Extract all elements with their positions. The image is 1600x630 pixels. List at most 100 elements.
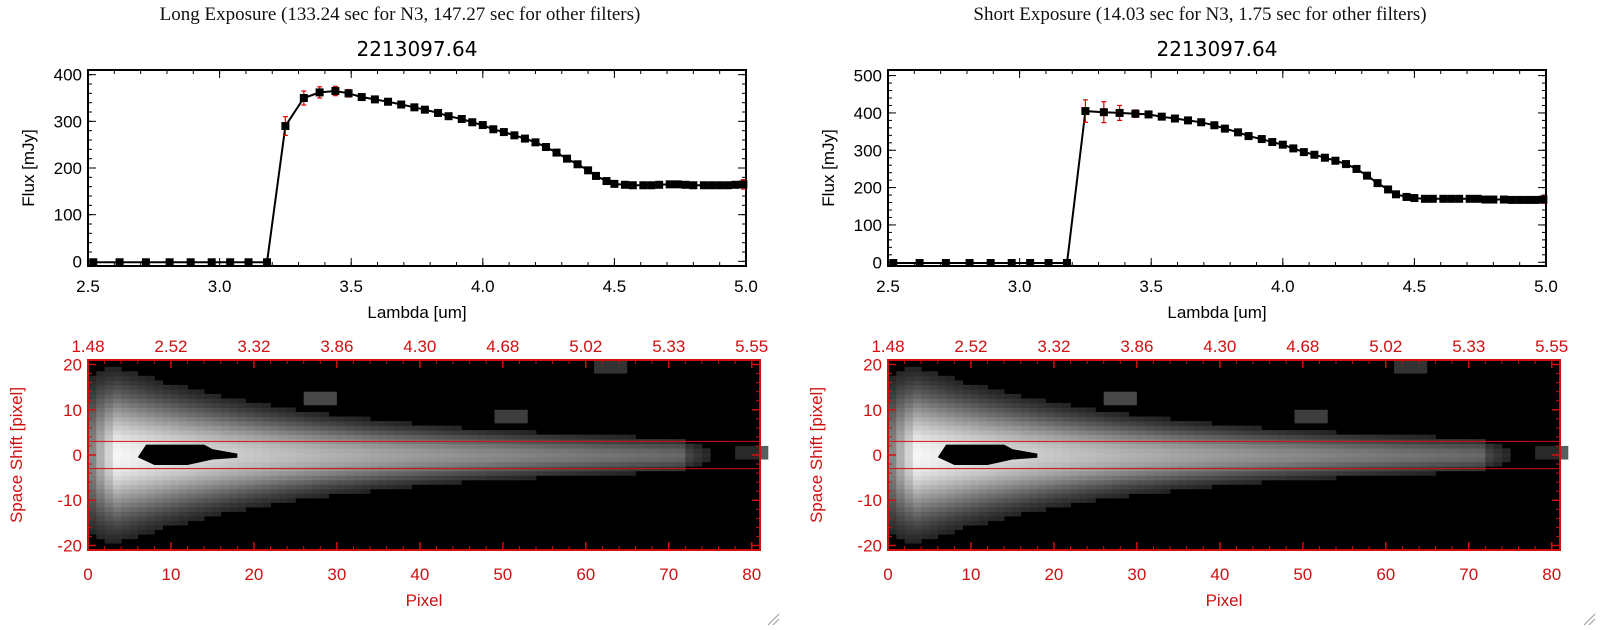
image-pixel <box>1070 430 1080 436</box>
image-pixel <box>1029 416 1038 422</box>
image-pixel <box>386 470 396 476</box>
image-pixel <box>411 475 421 481</box>
image-pixel <box>1120 430 1129 436</box>
image-pixel <box>1062 430 1071 436</box>
image-pixel <box>262 416 271 422</box>
image-pixel <box>685 452 695 458</box>
image-pixel <box>204 470 213 476</box>
image-pixel <box>1286 430 1295 436</box>
image-pixel <box>1020 475 1030 481</box>
image-pixel <box>1029 430 1038 436</box>
image-pixel <box>912 448 922 454</box>
image-pixel <box>104 425 114 431</box>
image-pixel <box>1128 457 1138 463</box>
image-pixel <box>970 425 980 431</box>
image-pixel <box>312 484 321 490</box>
image-pixel <box>987 475 997 481</box>
image-pixel <box>170 384 180 390</box>
image-pixel <box>970 434 980 440</box>
image-pixel <box>1186 430 1196 436</box>
image-pixel <box>896 479 905 485</box>
image-pixel <box>552 443 562 449</box>
data-point <box>1044 259 1053 268</box>
image-pixel <box>610 434 620 440</box>
resize-grip-icon[interactable] <box>1582 612 1596 626</box>
image-pixel <box>345 416 354 422</box>
image-pixel <box>1128 470 1138 476</box>
image-pixel <box>229 475 238 481</box>
image-pixel <box>660 457 670 463</box>
image-pixel <box>979 407 988 413</box>
image-pixel <box>1302 452 1312 458</box>
image-pixel <box>1020 430 1030 436</box>
image-pixel <box>527 457 537 463</box>
image-pixel <box>336 421 346 426</box>
data-point <box>965 259 974 268</box>
image-pixel <box>287 421 296 426</box>
image-pixel <box>1443 457 1453 463</box>
image-pixel <box>104 457 114 463</box>
image-pixel <box>220 421 230 426</box>
image-pixel <box>162 497 172 503</box>
image-pixel <box>1170 434 1179 440</box>
image-pixel <box>170 488 180 494</box>
image-pixel <box>179 475 188 481</box>
image-pixel <box>1145 448 1154 454</box>
image-pixel <box>693 448 703 454</box>
spectrum-frame <box>887 69 1547 267</box>
image-pixel <box>921 398 930 404</box>
image-pixel <box>112 389 122 395</box>
image-pixel <box>287 412 296 417</box>
image-pixel <box>511 457 520 463</box>
image-pixel <box>419 461 429 467</box>
image-pixel <box>1360 457 1370 463</box>
image-pixel <box>96 534 105 540</box>
image-pixel <box>627 443 636 449</box>
image-pixel <box>995 425 1005 431</box>
image-pixel <box>937 421 947 426</box>
data-point <box>1157 112 1166 121</box>
data-point <box>1131 109 1140 118</box>
image-pixel <box>954 389 964 395</box>
image-pixel <box>929 380 939 386</box>
resize-grip-icon[interactable] <box>766 612 780 626</box>
image-pixel <box>146 511 155 517</box>
image-pixel <box>1377 443 1387 449</box>
top-tick-label: 5.33 <box>652 337 685 356</box>
image-pixel <box>896 412 905 417</box>
image-pixel <box>88 384 97 390</box>
image-pixel <box>494 448 504 454</box>
image-pixel <box>1170 425 1179 431</box>
image-pixel <box>643 457 653 463</box>
top-tick-label: 3.86 <box>320 337 353 356</box>
image-pixel <box>1128 484 1138 490</box>
image-pixel <box>129 488 139 494</box>
image-pixel <box>970 398 980 404</box>
image-pixel <box>129 448 139 454</box>
image-pixel <box>904 534 914 540</box>
data-point <box>115 258 124 267</box>
image-blob <box>494 409 528 424</box>
image-pixel <box>1194 461 1204 467</box>
long-exposure-panel: Long Exposure (133.24 sec for N3, 147.27… <box>7 4 769 610</box>
image-pixel <box>170 421 180 426</box>
image-pixel <box>946 488 955 494</box>
image-pixel <box>295 434 305 440</box>
image-pixel <box>1161 479 1171 485</box>
image-pixel <box>270 434 280 440</box>
image-pixel <box>162 402 172 408</box>
image-pixel <box>888 416 897 422</box>
image-pixel <box>270 452 280 458</box>
image-pixel <box>921 457 930 463</box>
image-pixel <box>112 534 122 540</box>
image-pixel <box>1112 425 1121 431</box>
image-pixel <box>1153 479 1163 485</box>
image-pixel <box>88 421 97 426</box>
image-pixel <box>104 493 114 499</box>
image-pixel <box>187 507 197 512</box>
image-pixel <box>585 470 595 476</box>
image-pixel <box>104 398 114 404</box>
image-pixel <box>212 511 222 517</box>
image-pixel <box>1045 434 1055 440</box>
image-pixel <box>594 452 603 458</box>
